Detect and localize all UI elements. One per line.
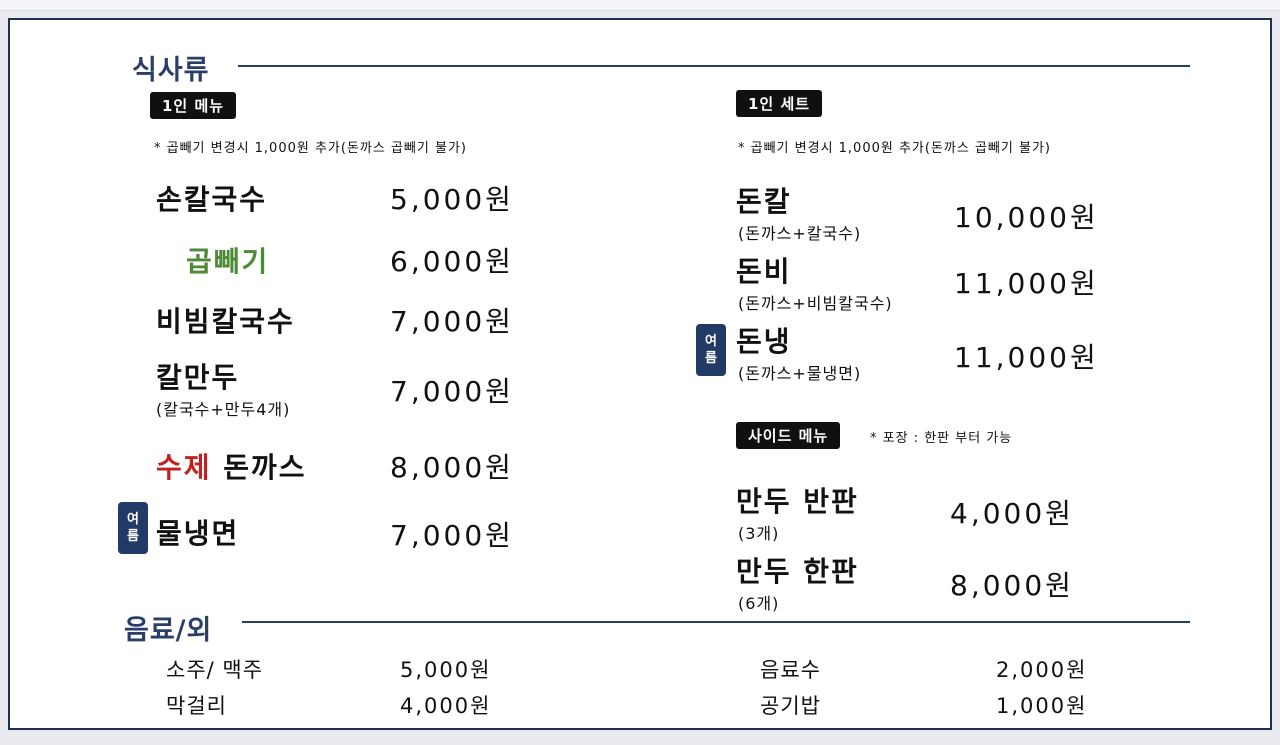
menu-item-highlight: 수제 [156, 451, 212, 484]
set-item-name: 돈비 [736, 255, 792, 288]
menu-item-name: 손칼국수 [156, 183, 268, 216]
drink-item-name: 공기밥 [760, 694, 821, 718]
single-menu-note: * 곱빼기 변경시 1,000원 추가(돈까스 곱빼기 불가) [154, 141, 467, 156]
menu-item-price: 7,000원 [390, 375, 514, 408]
menu-item-price: 7,000원 [390, 519, 514, 552]
side-item-price: 8,000원 [950, 569, 1074, 602]
side-item-price: 4,000원 [950, 497, 1074, 530]
meal-section-title: 식사류 [132, 55, 210, 86]
single-set-badge: 1인 세트 [736, 90, 823, 117]
drink-item-name: 소주/ 맥주 [166, 658, 264, 682]
menu-item-name: 곱빼기 [186, 245, 270, 278]
menu-item-price: 8,000원 [390, 451, 514, 484]
set-item-sub: (돈까스+비빔칼국수) [738, 294, 893, 313]
menu-item-name: 비빔칼국수 [156, 305, 295, 338]
set-item-sub: (돈까스+물냉면) [738, 364, 862, 383]
summer-tag-char: 름 [705, 351, 717, 366]
drink-item-price: 2,000원 [996, 658, 1088, 682]
meal-section-rule [238, 65, 1190, 67]
menu-item-price: 7,000원 [390, 305, 514, 338]
drink-section-rule [242, 621, 1190, 623]
set-item-name: 돈냉 [736, 325, 792, 358]
menu-item-price: 6,000원 [390, 245, 514, 278]
set-item-price: 10,000원 [954, 201, 1099, 234]
summer-tag: 여 름 [118, 502, 148, 554]
menu-item-name-text: 돈까스 [223, 451, 307, 484]
menu-item-name: 물냉면 [156, 517, 240, 550]
side-item-name: 만두 반판 [736, 485, 859, 518]
menu-item-sub: (칼국수+만두4개) [156, 400, 291, 419]
drink-item-price: 4,000원 [400, 694, 492, 718]
set-item-price: 11,000원 [954, 267, 1099, 300]
drink-item-name: 음료수 [760, 658, 821, 682]
side-item-sub: (6개) [738, 594, 780, 613]
drink-section-title: 음료/외 [124, 615, 213, 646]
summer-tag: 여 름 [696, 324, 726, 376]
menu-item-name: 수제 돈까스 [156, 446, 307, 486]
side-menu-note: * 포장 : 한판 부터 가능 [870, 431, 1013, 446]
menu-item-price: 5,000원 [390, 183, 514, 216]
menu-item-name: 칼만두 [156, 361, 240, 394]
set-item-name: 돈칼 [736, 185, 792, 218]
set-item-sub: (돈까스+칼국수) [738, 224, 862, 243]
single-menu-badge: 1인 메뉴 [150, 92, 237, 119]
side-item-name: 만두 한판 [736, 555, 859, 588]
drink-item-name: 막걸리 [166, 694, 227, 718]
side-item-sub: (3개) [738, 524, 780, 543]
set-item-price: 11,000원 [954, 341, 1099, 374]
menu-board: 식사류 1인 메뉴 * 곱빼기 변경시 1,000원 추가(돈까스 곱빼기 불가… [8, 18, 1272, 730]
summer-tag-char: 여 [127, 512, 139, 527]
drink-item-price: 5,000원 [400, 658, 492, 682]
summer-tag-char: 여 [705, 334, 717, 349]
drink-item-price: 1,000원 [996, 694, 1088, 718]
summer-tag-char: 름 [127, 529, 139, 544]
side-menu-badge: 사이드 메뉴 [736, 422, 841, 449]
single-set-note: * 곱빼기 변경시 1,000원 추가(돈까스 곱빼기 불가) [738, 141, 1051, 156]
top-bar [0, 0, 1280, 11]
